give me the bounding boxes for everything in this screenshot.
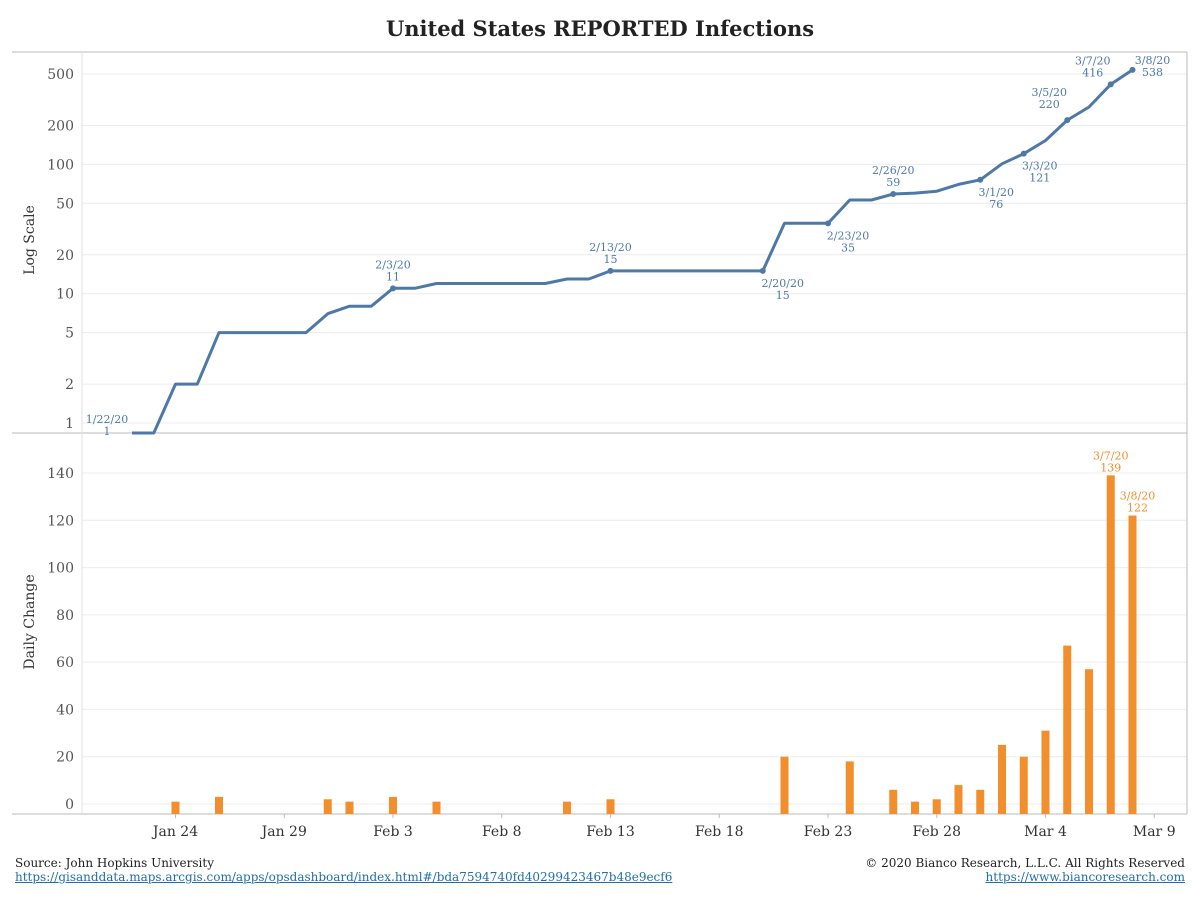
point-value-label: 76 (989, 198, 1003, 211)
point-date-label: 2/13/20 (589, 241, 631, 254)
point-value-label: 416 (1082, 66, 1103, 79)
annotated-point (890, 191, 897, 198)
bar-date-label: 3/8/20 (1120, 490, 1155, 503)
x-tick-label: Feb 3 (373, 824, 413, 840)
daily-change-bar (1085, 669, 1093, 814)
chart-title: United States REPORTED Infections (385, 16, 815, 41)
bottom-panel-ylabel: Daily Change (22, 574, 38, 669)
daily-change-bar (345, 801, 354, 814)
annotated-point (1129, 66, 1136, 73)
daily-change-bar (911, 801, 919, 814)
y-tick-label-top: 2 (65, 377, 74, 393)
daily-change-bar (1041, 730, 1050, 814)
daily-change-bar (976, 789, 985, 814)
x-tick-label: Feb 13 (586, 824, 634, 840)
y-tick-label-bottom: 40 (56, 702, 74, 718)
point-value-label: 11 (386, 270, 400, 283)
x-tick-label: Feb 23 (804, 824, 852, 840)
point-date-label: 3/1/20 (979, 186, 1014, 199)
bar-value-label: 122 (1127, 502, 1148, 515)
source-link[interactable]: https://gisanddata.maps.arcgis.com/apps/… (15, 870, 673, 884)
point-date-label: 3/7/20 (1075, 54, 1110, 67)
daily-change-bar (932, 799, 941, 814)
point-value-label: 538 (1142, 66, 1163, 79)
x-tick-label: Jan 24 (151, 824, 198, 840)
bar-date-label: 3/7/20 (1093, 449, 1128, 462)
y-tick-label-top: 5 (65, 326, 74, 342)
point-date-label: 2/20/20 (762, 277, 804, 290)
website-link[interactable]: https://www.biancoresearch.com (985, 870, 1185, 884)
y-tick-label-top: 200 (47, 118, 74, 134)
point-date-label: 2/23/20 (827, 229, 869, 242)
y-tick-label-bottom: 60 (56, 655, 74, 671)
point-value-label: 35 (841, 241, 855, 254)
annotated-point (1020, 150, 1027, 157)
source-note: Source: John Hopkins University (15, 856, 214, 870)
annotated-point (825, 220, 831, 227)
x-tick-label: Mar 4 (1024, 824, 1067, 840)
y-tick-label-top: 10 (56, 287, 74, 303)
annotated-point (390, 285, 396, 292)
daily-change-bar (432, 801, 441, 814)
point-value-label: 15 (604, 253, 618, 266)
daily-change-bar (1106, 475, 1115, 814)
daily-change-bar (1063, 645, 1072, 814)
daily-change-bar (845, 761, 854, 814)
point-date-label: 3/8/20 (1135, 54, 1170, 67)
daily-change-bar (215, 796, 223, 814)
point-date-label: 1/22/20 (86, 413, 128, 426)
copyright-note: © 2020 Bianco Research, L.L.C. All Right… (865, 856, 1185, 870)
daily-change-bar (171, 801, 180, 814)
x-tick-label: Feb 8 (482, 824, 522, 840)
point-value-label: 220 (1039, 98, 1060, 111)
daily-change-bar (1019, 756, 1028, 814)
y-tick-label-top: 20 (56, 248, 74, 264)
point-date-label: 2/3/20 (375, 258, 410, 271)
x-tick-label: Jan 29 (260, 824, 307, 840)
x-tick-label: Feb 28 (913, 824, 961, 840)
annotated-point (759, 267, 766, 274)
annotated-point (1107, 81, 1114, 88)
x-tick-label: Feb 18 (695, 824, 743, 840)
point-value-label: 121 (1029, 172, 1050, 185)
annotated-point (977, 176, 984, 183)
daily-change-bar (889, 789, 898, 814)
annotated-point (1064, 117, 1071, 124)
daily-change-bar (780, 756, 789, 814)
y-tick-label-top: 100 (47, 157, 74, 173)
daily-change-bar (389, 796, 397, 814)
daily-change-bar (606, 799, 615, 814)
point-value-label: 15 (776, 289, 790, 302)
y-tick-label-bottom: 0 (65, 797, 74, 813)
daily-change-bar (563, 801, 571, 814)
point-date-label: 3/5/20 (1032, 86, 1067, 99)
y-tick-label-bottom: 120 (47, 513, 74, 529)
daily-change-bar (998, 744, 1006, 814)
y-tick-label-top: 1 (65, 416, 74, 432)
point-date-label: 3/3/20 (1022, 160, 1057, 173)
x-tick-label: Mar 9 (1133, 824, 1176, 840)
y-tick-label-bottom: 80 (56, 608, 74, 624)
bar-value-label: 139 (1100, 461, 1121, 474)
daily-change-bar (323, 799, 332, 814)
daily-change-bar (954, 785, 963, 814)
point-value-label: 59 (886, 176, 900, 189)
daily-change-bar (1128, 515, 1137, 814)
y-tick-label-top: 500 (47, 67, 74, 83)
point-value-label: 1 (104, 425, 111, 438)
annotated-point (607, 267, 614, 274)
y-tick-label-bottom: 100 (47, 561, 74, 577)
y-tick-label-bottom: 140 (47, 466, 74, 482)
top-panel-ylabel: Log Scale (22, 205, 38, 275)
infections-series-line (132, 68, 1134, 435)
y-tick-label-top: 50 (56, 196, 74, 212)
point-date-label: 2/26/20 (872, 164, 914, 177)
y-tick-label-bottom: 20 (56, 750, 74, 766)
